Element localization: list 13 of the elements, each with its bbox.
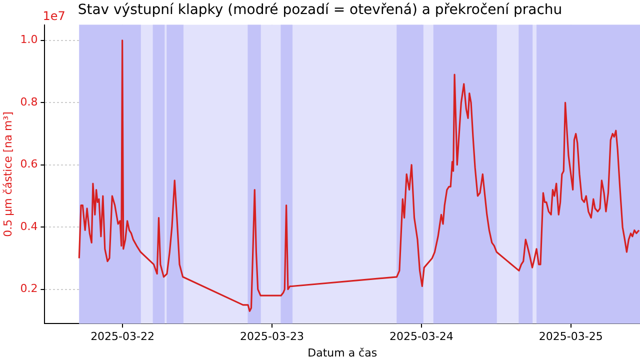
x-tick-label: 2025-03-25 <box>538 330 603 344</box>
y-axis-title: 0.5 µm částice [na m³] <box>1 112 14 237</box>
chart-title: Stav výstupní klapky (modré pozadí = otevřená) a překročení prachu <box>78 2 562 18</box>
y-tick-label: 0.6 <box>20 158 38 171</box>
y-tick-label: 0.8 <box>20 95 38 108</box>
x-tick-label: 2025-03-23 <box>240 330 304 344</box>
x-tick-label: 2025-03-22 <box>90 330 154 344</box>
text: 1e7 <box>42 8 66 23</box>
y-tick-label: 0.2 <box>20 282 38 296</box>
x-tick-label: 2025-03-24 <box>389 330 454 344</box>
y-tick-label: 0.4 <box>20 220 38 233</box>
x-axis-title: Datum a čas <box>308 346 378 360</box>
y-tick-label: 1.0 <box>20 33 38 46</box>
